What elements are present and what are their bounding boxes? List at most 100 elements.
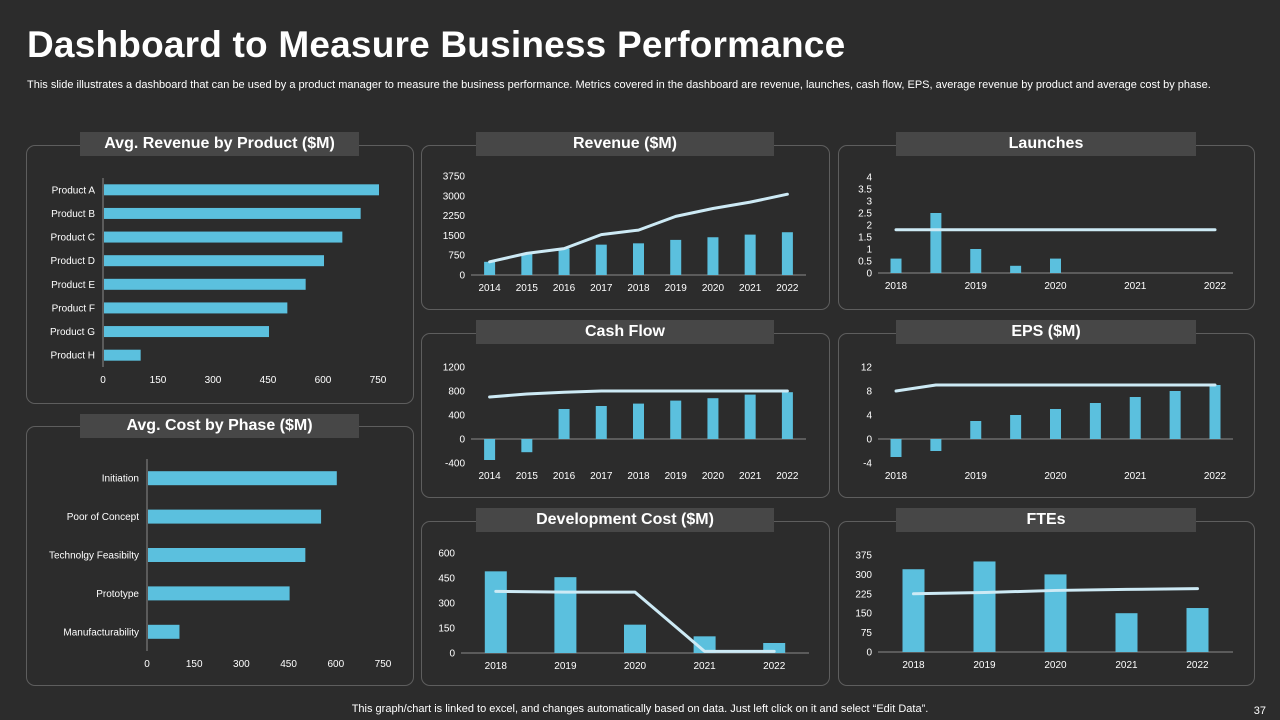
- category-label: Poor of Concept: [67, 512, 139, 523]
- x-tick-label: 2017: [590, 283, 613, 294]
- y-tick-label: 375: [855, 551, 872, 562]
- bar: [970, 421, 982, 439]
- x-tick-label: 2017: [590, 471, 613, 482]
- x-tick-label: 2019: [965, 281, 988, 292]
- y-tick-label: 0: [459, 271, 465, 282]
- x-tick-label: 2021: [739, 283, 762, 294]
- bar: [1169, 391, 1181, 439]
- bar: [1050, 409, 1061, 439]
- bar: [707, 398, 719, 439]
- y-tick-label: 800: [448, 387, 465, 398]
- bar: [973, 561, 996, 652]
- y-tick-label: 225: [855, 589, 872, 600]
- ftes-title: FTEs: [896, 508, 1196, 532]
- y-tick-label: 3000: [443, 191, 466, 202]
- bar: [1050, 258, 1061, 273]
- category-label: Product B: [51, 209, 95, 220]
- x-tick-label: 2016: [553, 283, 576, 294]
- launches-title: Launches: [896, 132, 1196, 156]
- bar: [670, 239, 682, 275]
- launches-chart[interactable]: 00.511.522.533.54 2018 2019 2020 2021 2022: [838, 145, 1255, 310]
- bar-prototype: [148, 586, 290, 601]
- category-label: Product D: [51, 256, 95, 267]
- x-tick-label: 2018: [885, 281, 908, 292]
- bar-manufacturability: [148, 624, 180, 639]
- x-tick-label: 150: [186, 659, 203, 670]
- bar-product-d: [104, 255, 324, 267]
- y-tick-label: 1: [866, 245, 872, 256]
- bar: [902, 569, 925, 652]
- y-tick-label: -400: [445, 459, 465, 470]
- x-tick-label: 300: [205, 375, 222, 386]
- x-tick-label: 600: [315, 375, 332, 386]
- bar: [693, 636, 716, 653]
- x-tick-label: 2014: [478, 283, 501, 294]
- bar: [484, 571, 507, 653]
- y-tick-label: 4: [866, 411, 872, 422]
- category-label: Manufacturability: [63, 627, 139, 638]
- x-tick-label: 2022: [1204, 281, 1227, 292]
- trend-line: [488, 389, 789, 399]
- x-tick-label: 2020: [1044, 471, 1067, 482]
- y-tick-label: 2250: [443, 211, 466, 222]
- y-tick-label: 0: [459, 435, 465, 446]
- dev-cost-title: Development Cost ($M): [476, 508, 774, 532]
- x-tick-label: 0: [144, 659, 150, 670]
- y-tick-label: 600: [438, 549, 455, 560]
- y-tick-label: 450: [438, 574, 455, 585]
- x-tick-label: 2022: [763, 661, 786, 672]
- dev-cost-chart[interactable]: 0 150 300 450 600 2018 2019 2020 2021 2022: [421, 521, 830, 686]
- y-tick-label: 0: [866, 269, 872, 280]
- x-tick-label: 2016: [553, 471, 576, 482]
- revenue-title: Revenue ($M): [476, 132, 774, 156]
- bar: [1129, 397, 1141, 439]
- y-tick-label: 0: [449, 649, 455, 660]
- avg-cost-chart[interactable]: Initiation Poor of Concept Technolgy Feasi…: [26, 426, 414, 686]
- bar-initiation: [148, 471, 337, 486]
- bar: [930, 439, 942, 451]
- x-tick-label: 2020: [624, 661, 647, 672]
- bar: [521, 253, 533, 275]
- revenue-chart[interactable]: 0 750 1500 2250 3000 3750 2014 2015 2016 2017 2018…: [421, 145, 830, 310]
- bar-product-b: [104, 207, 361, 219]
- bar-product-e: [104, 278, 306, 290]
- avg-cost-title: Avg. Cost by Phase ($M): [80, 414, 359, 438]
- x-tick-label: 2018: [627, 471, 650, 482]
- bar: [1010, 265, 1022, 273]
- x-tick-label: 2020: [702, 471, 725, 482]
- y-tick-label: 0: [866, 648, 872, 659]
- avg-revenue-title: Avg. Revenue by Product ($M): [80, 132, 359, 156]
- bar: [707, 237, 719, 275]
- y-tick-label: 0: [866, 435, 872, 446]
- x-tick-label: 2021: [1124, 471, 1147, 482]
- bar: [1010, 415, 1022, 439]
- y-tick-label: 3: [866, 197, 872, 208]
- y-tick-label: 2.5: [858, 209, 872, 220]
- x-tick-label: 450: [260, 375, 277, 386]
- cash-flow-chart[interactable]: -400 0 400 800 1200 2014 2015 2016 2017 2018 2019 2…: [421, 333, 830, 498]
- avg-revenue-chart[interactable]: Product A Product B Product C Product D Prod…: [26, 145, 414, 404]
- bar: [744, 394, 756, 439]
- x-tick-label: 2021: [739, 471, 762, 482]
- bar: [670, 400, 682, 439]
- footer-note: This graph/chart is linked to excel, and…: [351, 703, 929, 715]
- x-tick-label: 2018: [627, 283, 650, 294]
- cash-flow-title: Cash Flow: [476, 320, 774, 344]
- x-tick-label: 2018: [885, 471, 908, 482]
- y-tick-label: 150: [438, 624, 455, 635]
- x-tick-label: 2022: [1186, 660, 1209, 671]
- x-tick-label: 2022: [776, 471, 799, 482]
- bar: [558, 248, 570, 275]
- trend-line: [488, 192, 789, 264]
- bar: [624, 624, 646, 653]
- x-tick-label: 2020: [1044, 660, 1067, 671]
- x-tick-label: 300: [233, 659, 250, 670]
- bar-product-c: [104, 231, 343, 243]
- eps-chart[interactable]: -4 0 4 8 12 2018 2019 2020 2021 2022: [838, 333, 1255, 498]
- category-label: Technolgy Feasibilty: [49, 551, 139, 562]
- ftes-chart[interactable]: 0 75 150 225 300 375 2018 2019 2020 2021 2022: [838, 521, 1255, 686]
- bar: [595, 406, 607, 439]
- x-tick-label: 2022: [1204, 471, 1227, 482]
- x-tick-label: 2022: [776, 283, 799, 294]
- x-tick-label: 2015: [516, 283, 539, 294]
